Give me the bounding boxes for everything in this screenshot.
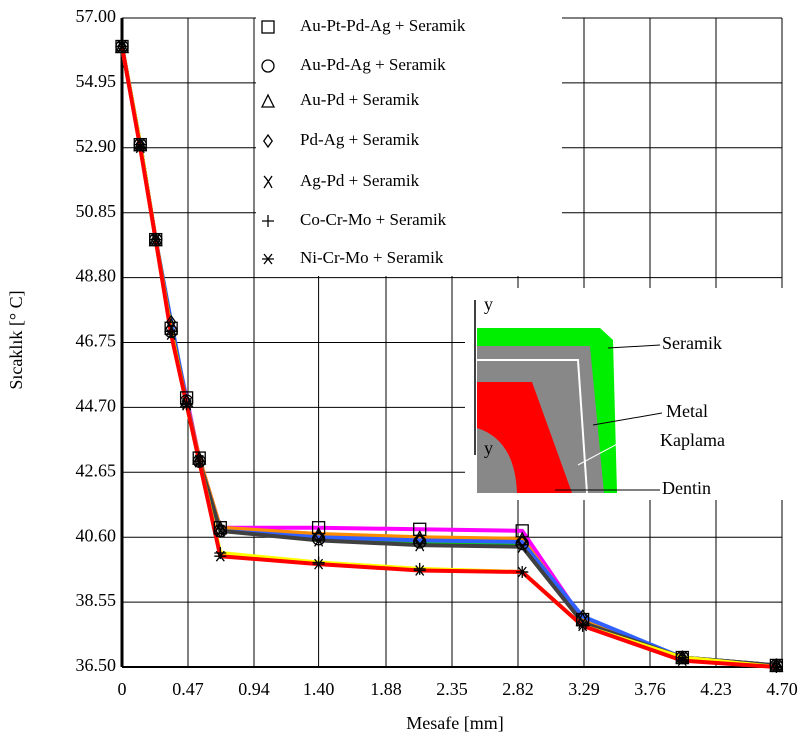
point-marker xyxy=(215,524,225,538)
legend-label: Ag-Pd + Seramik xyxy=(300,171,420,190)
point-marker xyxy=(312,556,325,569)
y-tick-label: 42.65 xyxy=(76,460,117,480)
point-marker xyxy=(414,533,425,548)
inset-label: y xyxy=(484,438,493,458)
legend-label: Au-Pd + Seramik xyxy=(300,90,420,109)
point-marker xyxy=(214,550,227,562)
y-tick-label: 44.70 xyxy=(76,396,117,416)
data-layer xyxy=(114,39,784,673)
point-marker xyxy=(213,520,228,535)
point-marker xyxy=(676,655,689,667)
point-marker xyxy=(215,523,226,539)
legend-marker xyxy=(263,175,273,189)
legend-label: Pd-Ag + Seramik xyxy=(300,130,420,149)
x-tick-label: 1.88 xyxy=(370,679,402,699)
legend-marker xyxy=(263,133,273,149)
layer-boundary xyxy=(477,359,588,494)
inset-label: y xyxy=(484,294,493,314)
leader-line xyxy=(592,412,663,426)
point-marker xyxy=(193,455,206,467)
leader-line xyxy=(607,344,661,349)
point-marker xyxy=(165,329,178,340)
point-marker xyxy=(576,620,589,632)
y-tick-label: 38.55 xyxy=(76,590,117,610)
y-tick-label: 50.85 xyxy=(76,201,117,221)
point-marker xyxy=(311,521,326,535)
plot-layer: 36.50 38.55 40.60 42.65 44.70 46.75 48.80 50.85… xyxy=(76,6,798,699)
legend-label: Au-Pt-Pd-Ag + Seramik xyxy=(300,16,466,35)
x-tick-label: 2.82 xyxy=(502,679,534,699)
legend-background xyxy=(256,8,562,276)
point-marker xyxy=(517,540,527,554)
x-tick-label: 3.29 xyxy=(568,679,600,699)
point-marker xyxy=(194,454,205,469)
legend-marker xyxy=(260,93,276,108)
point-marker xyxy=(314,533,324,547)
x-tick-label: 4.23 xyxy=(700,679,732,699)
x-tick-label: 0.94 xyxy=(238,679,270,699)
x-tick-label: 0.47 xyxy=(172,679,204,699)
x-tick-label: 0 xyxy=(118,679,127,699)
point-marker xyxy=(770,661,783,673)
inset-label: Metal xyxy=(666,401,708,421)
point-marker xyxy=(517,534,528,550)
point-marker xyxy=(516,566,529,578)
legend-label: Co-Cr-Mo + Seramik xyxy=(300,210,447,229)
point-marker xyxy=(413,565,426,576)
x-tick-label: 3.76 xyxy=(634,679,666,699)
y-tick-label: 52.90 xyxy=(76,136,117,156)
legend-marker xyxy=(262,215,274,227)
legend-marker xyxy=(261,20,275,34)
point-marker xyxy=(134,142,147,154)
inset-label: Kaplama xyxy=(660,430,725,450)
y-axis-title: Sıcaklık [° C] xyxy=(6,290,26,389)
point-marker xyxy=(413,562,426,575)
inset-diagram: y y Seramik Metal Kaplama Dentin xyxy=(465,288,795,500)
y-tick-label: 46.75 xyxy=(76,331,117,351)
point-marker xyxy=(149,234,162,246)
inset-label: Seramik xyxy=(662,333,722,353)
legend-marker xyxy=(262,253,274,265)
leader-line xyxy=(577,419,663,466)
y-tick-label: 48.80 xyxy=(76,266,117,286)
point-marker xyxy=(415,538,425,552)
y-tick-label: 36.50 xyxy=(76,655,117,675)
x-tick-label: 1.40 xyxy=(303,679,335,699)
point-marker xyxy=(180,398,193,410)
y-tick-label: 57.00 xyxy=(76,6,117,26)
inset-label: Dentin xyxy=(662,478,711,498)
point-marker xyxy=(312,558,325,570)
legend-marker xyxy=(261,59,275,73)
y-tick-label: 54.95 xyxy=(76,71,117,91)
x-tick-label: 2.35 xyxy=(436,679,468,699)
point-marker xyxy=(116,41,128,52)
y-tick-label: 40.60 xyxy=(76,525,117,545)
point-marker xyxy=(150,232,161,247)
x-axis-title: Mesafe [mm] xyxy=(406,713,503,733)
legend-label: Ni-Cr-Mo + Seramik xyxy=(300,248,444,267)
point-marker xyxy=(117,39,127,54)
legend-label: Au-Pd-Ag + Seramik xyxy=(300,55,446,74)
dentin-layer xyxy=(477,382,572,493)
x-tick-label: 4.70 xyxy=(766,679,798,699)
